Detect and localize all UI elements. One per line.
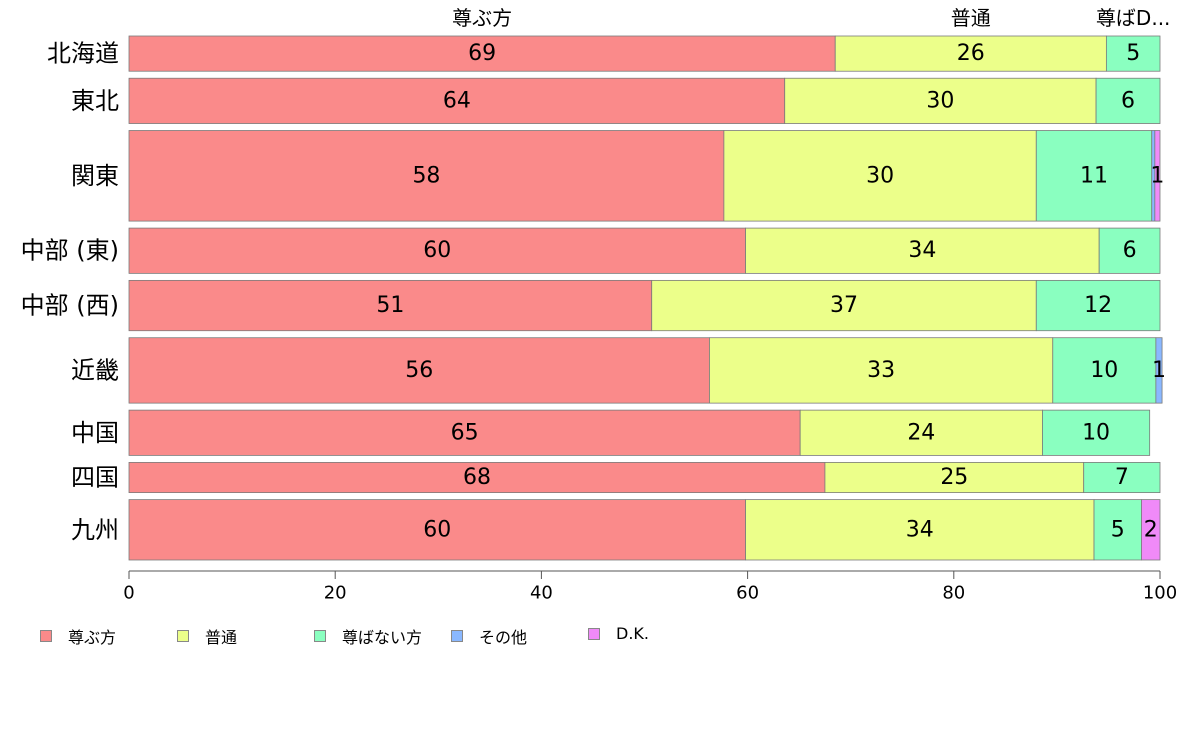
data-label-2-3: 6	[1121, 88, 1135, 113]
data-label-5-1: 51	[376, 293, 404, 318]
legend-item-5: D.K.	[588, 624, 649, 643]
bar-segment-8-1	[128, 462, 826, 494]
bar-segment-9-2	[745, 499, 1095, 561]
data-label-6-2: 33	[867, 358, 895, 383]
x-tick-label-4: 60	[736, 583, 759, 604]
category-label-9: 九州	[71, 516, 119, 544]
x-tick-label-6: 100	[1143, 583, 1177, 604]
data-label-4-2: 34	[908, 238, 936, 263]
bar-segment-3-2	[723, 130, 1037, 222]
x-tick-label-3: 40	[530, 583, 553, 604]
top-label-3: 尊ばD...	[1096, 6, 1170, 30]
category-label-3: 関東	[71, 162, 119, 190]
bar-segment-6-1	[128, 337, 710, 404]
data-label-9-3: 5	[1111, 517, 1125, 542]
data-label-8-1: 68	[463, 465, 491, 490]
data-label-1-3: 5	[1126, 41, 1140, 66]
bar-segment-8-3	[1083, 462, 1161, 494]
category-label-4: 中部 (東)	[21, 237, 119, 265]
legend-swatch-3	[314, 630, 326, 642]
data-label-7-2: 24	[907, 420, 935, 445]
bar-segment-2-1	[128, 77, 786, 124]
category-label-8: 四国	[71, 464, 119, 492]
bar-segment-3-3	[1035, 130, 1153, 222]
legend-label-3: 尊ばない方	[342, 628, 423, 647]
x-tick-label-5: 80	[942, 583, 965, 604]
bar-segment-5-3	[1035, 279, 1161, 332]
category-label-5: 中部 (西)	[21, 292, 119, 320]
bar-segment-1-2	[834, 35, 1107, 72]
top-label-1: 尊ぶ方	[452, 6, 512, 30]
bar-segment-3-1	[128, 130, 725, 222]
data-label-8-3: 7	[1115, 465, 1129, 490]
data-label-9-1: 60	[423, 517, 451, 542]
legend-label-1: 尊ぶ方	[68, 628, 117, 647]
bar-segment-5-2	[651, 279, 1037, 332]
data-label-2-2: 30	[926, 88, 954, 113]
bar-segment-9-5	[1141, 499, 1161, 561]
category-label-2: 東北	[71, 87, 119, 115]
data-label-3-1: 58	[412, 163, 440, 188]
legend-swatch-1	[40, 630, 52, 642]
x-tick-label-2: 20	[324, 583, 347, 604]
legend: 尊ぶ方 普通 尊ばない方 その他 D.K.	[40, 624, 740, 648]
bar-segment-6-3	[1052, 337, 1157, 404]
category-label-6: 近畿	[71, 356, 119, 384]
data-label-3-3: 11	[1080, 163, 1108, 188]
category-label-1: 北海道	[47, 40, 119, 68]
bar-segment-6-2	[709, 337, 1054, 404]
bar-segment-4-2	[745, 227, 1100, 274]
data-label-1-1: 69	[468, 41, 496, 66]
legend-item-1: 尊ぶ方	[40, 624, 116, 648]
bar-segment-4-3	[1098, 227, 1161, 274]
bar-segment-2-2	[784, 77, 1097, 124]
data-label-6-1: 56	[405, 358, 433, 383]
bar-segment-9-1	[128, 499, 746, 561]
legend-item-3: 尊ばない方	[314, 624, 422, 648]
bar-segment-1-1	[128, 35, 836, 72]
legend-swatch-5	[588, 627, 600, 640]
legend-label-4: その他	[479, 628, 528, 647]
data-label-8-2: 25	[940, 465, 968, 490]
data-label-5-3: 12	[1084, 293, 1112, 318]
data-label-9-2: 34	[906, 517, 934, 542]
bar-segment-6-4	[1155, 337, 1163, 404]
bar-segment-7-1	[128, 409, 801, 456]
data-label-4-1: 60	[423, 238, 451, 263]
data-label-7-1: 65	[451, 420, 479, 445]
bar-segment-4-1	[128, 227, 746, 274]
data-label-6-3: 10	[1090, 358, 1118, 383]
bar-segment-3-5	[1154, 130, 1161, 222]
stacked-bar-chart: 北海道 69 26 5東北 64 30 6関東 58 30 11 1中部 (東) 60 34 6中部 (西…	[21, 6, 1178, 604]
bar-segment-8-2	[824, 462, 1085, 494]
legend-item-4: その他	[451, 624, 527, 648]
legend-swatch-4	[451, 630, 463, 642]
data-label-3-5: 1	[1150, 163, 1164, 188]
legend-label-2: 普通	[205, 628, 238, 647]
bar-segment-5-1	[128, 279, 653, 332]
data-label-9-5: 2	[1144, 517, 1158, 542]
data-label-7-3: 10	[1082, 420, 1110, 445]
legend-item-2: 普通	[177, 624, 237, 648]
x-tick-label-1: 0	[123, 583, 134, 604]
bar-segment-7-3	[1042, 409, 1151, 456]
data-label-1-2: 26	[957, 41, 985, 66]
bar-segment-7-2	[799, 409, 1043, 456]
data-label-5-2: 37	[830, 293, 858, 318]
data-label-2-1: 64	[443, 88, 471, 113]
legend-label-5: D.K.	[616, 624, 649, 643]
top-label-2: 普通	[951, 6, 991, 30]
legend-swatch-2	[177, 630, 189, 642]
data-label-6-4: 1	[1152, 358, 1166, 383]
data-label-3-2: 30	[866, 163, 894, 188]
bar-segment-2-3	[1095, 77, 1161, 124]
bar-segment-1-3	[1105, 35, 1161, 72]
data-label-4-3: 6	[1123, 238, 1137, 263]
bar-segment-9-3	[1093, 499, 1142, 561]
category-label-7: 中国	[71, 419, 119, 447]
